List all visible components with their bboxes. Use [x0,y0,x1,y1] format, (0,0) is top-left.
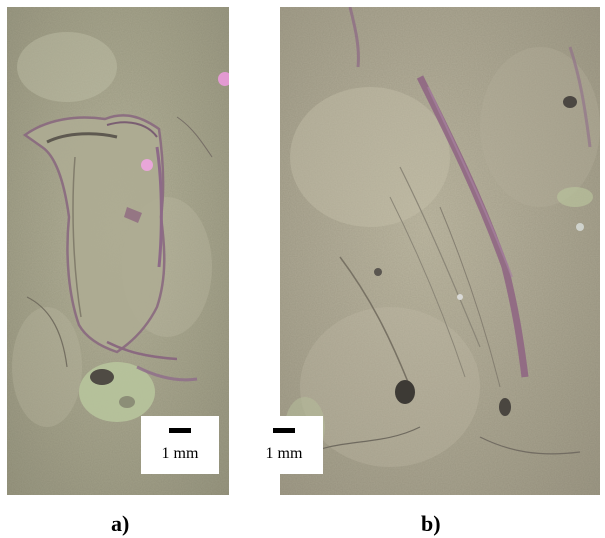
micrograph-panel-a [7,7,229,495]
scale-bar-line [169,428,191,433]
micrograph-panel-b [280,7,600,495]
panel-caption-b: b) [421,511,441,536]
rock-surface-image-a [7,7,229,495]
scale-bar-b: 1 mm [245,416,323,474]
scale-bar-line [273,428,295,433]
scale-bar-label: 1 mm [265,445,303,462]
scale-bar-a: 1 mm [141,416,219,474]
rock-surface-image-b [280,7,600,495]
scale-bar-label: 1 mm [161,445,199,462]
panel-caption-a: a) [111,511,130,536]
